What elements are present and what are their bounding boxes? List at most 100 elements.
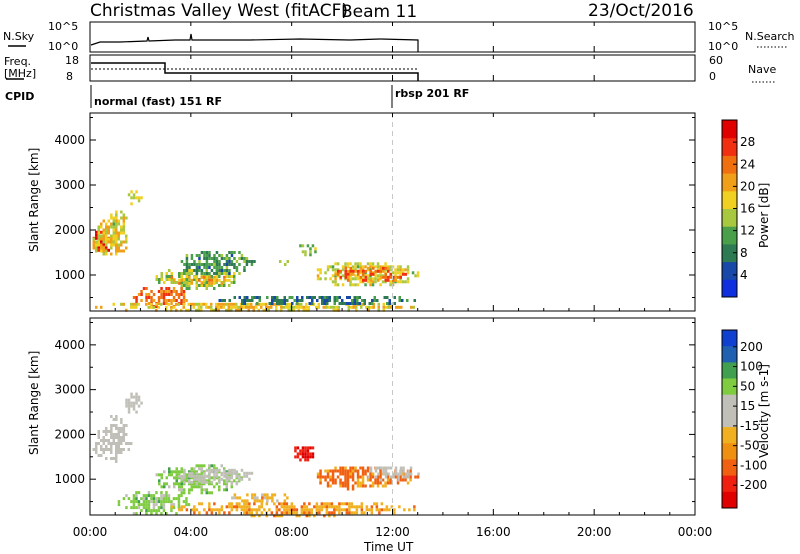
power-cell <box>247 305 250 309</box>
colorbar-tick-label: 16 <box>740 202 755 216</box>
velocity-cell <box>220 508 224 512</box>
freq-right-tick-top: 60 <box>709 54 723 67</box>
velocity-cell <box>344 481 347 485</box>
velocity-region <box>117 491 191 516</box>
power-cell <box>278 299 281 302</box>
velocity-cell <box>409 466 413 470</box>
power-cell <box>100 230 103 234</box>
velocity-cell <box>228 471 231 475</box>
velocity-cell <box>190 485 193 489</box>
velocity-cell <box>346 487 350 491</box>
power-cell <box>371 302 374 305</box>
velocity-cell <box>168 473 171 477</box>
colorbar-swatch <box>722 261 737 280</box>
power-cell <box>213 263 216 266</box>
velocity-cell <box>311 446 315 450</box>
power-cell <box>401 280 405 284</box>
power-cell <box>349 269 352 273</box>
velocity-cell <box>356 472 360 476</box>
velocity-cell <box>383 508 386 512</box>
power-cell <box>359 266 362 270</box>
velocity-cell <box>294 449 297 453</box>
velocity-cell <box>253 502 256 506</box>
power-cell <box>271 296 274 299</box>
velocity-cell <box>140 503 143 507</box>
power-cell <box>188 278 191 281</box>
power-cell <box>105 252 108 256</box>
velocity-cell <box>180 470 183 474</box>
velocity-cell <box>210 464 213 468</box>
power-cell <box>170 299 173 302</box>
power-cell <box>215 257 219 260</box>
power-cell <box>349 280 352 284</box>
nsky-trace <box>90 33 419 52</box>
power-cell <box>105 237 108 241</box>
velocity-cell <box>305 511 309 515</box>
power-cell <box>228 278 231 282</box>
power-cell <box>316 277 320 281</box>
velocity-cell <box>135 500 138 504</box>
velocity-cell <box>150 500 153 504</box>
power-cell <box>225 278 229 282</box>
y-tick-label: 2000 <box>54 427 85 441</box>
power-cell <box>92 246 95 250</box>
power-cell <box>381 280 385 284</box>
power-cell <box>406 271 410 275</box>
power-cell <box>233 296 236 299</box>
velocity-cell <box>387 466 390 470</box>
power-cell <box>363 299 366 302</box>
power-cell <box>155 278 158 281</box>
velocity-cell <box>225 488 228 492</box>
power-cell <box>349 283 352 287</box>
power-cell <box>112 222 116 226</box>
velocity-cell <box>195 471 199 475</box>
power-cell <box>210 257 214 260</box>
power-cell <box>379 275 382 279</box>
power-cell <box>306 244 310 248</box>
velocity-cell <box>328 502 331 506</box>
velocity-cell <box>276 499 279 503</box>
velocity-cell <box>120 439 123 442</box>
velocity-cell <box>228 502 231 506</box>
velocity-cell <box>253 508 256 512</box>
velocity-cell <box>393 511 396 515</box>
power-cell <box>158 278 161 281</box>
power-cell <box>175 302 178 306</box>
power-cell <box>372 266 375 270</box>
velocity-cell <box>346 481 350 485</box>
velocity-cell <box>162 503 166 507</box>
power-cell <box>205 305 208 309</box>
power-cell <box>349 272 352 276</box>
power-cell <box>248 299 251 302</box>
power-cell <box>377 305 380 309</box>
power-cell <box>215 272 219 275</box>
velocity-cell <box>213 477 216 481</box>
velocity-cell <box>388 508 391 512</box>
velocity-cell <box>233 496 237 500</box>
power-cell <box>110 252 113 256</box>
power-cell <box>175 281 178 284</box>
velocity-cell <box>236 496 239 500</box>
velocity-cell <box>200 480 204 484</box>
power-cell <box>227 302 230 306</box>
velocity-cell <box>371 472 375 476</box>
power-cell <box>397 305 400 309</box>
power-cell <box>170 281 173 284</box>
velocity-cell <box>152 503 156 507</box>
power-cell <box>165 299 168 302</box>
velocity-cell <box>271 499 274 503</box>
power-cell <box>213 287 216 290</box>
power-cell <box>326 299 329 302</box>
velocity-cell <box>147 506 151 510</box>
velocity-cell <box>183 488 186 492</box>
velocity-cell <box>127 398 131 402</box>
velocity-cell <box>233 468 236 472</box>
power-cell <box>117 246 120 250</box>
velocity-cell <box>235 508 239 512</box>
power-cell <box>223 272 226 275</box>
power-cell <box>115 237 118 241</box>
power-cell <box>220 281 224 285</box>
power-cell <box>356 262 360 266</box>
power-cell <box>338 296 341 299</box>
velocity-cell <box>330 505 334 509</box>
